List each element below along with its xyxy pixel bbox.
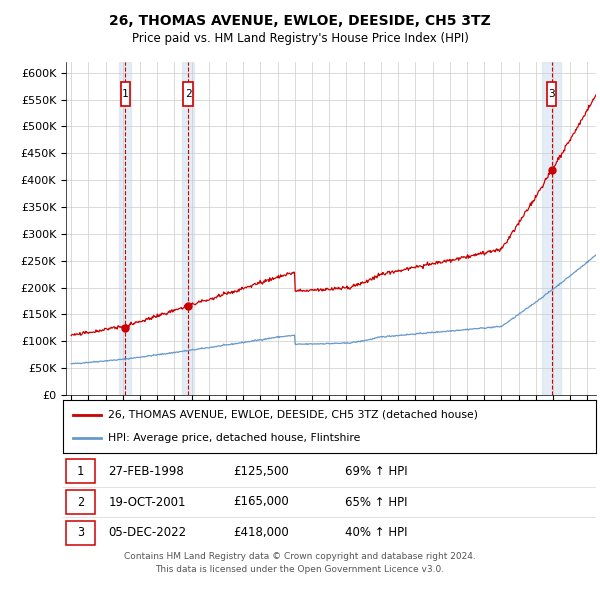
Text: 65% ↑ HPI: 65% ↑ HPI [346,496,408,509]
Text: 40% ↑ HPI: 40% ↑ HPI [346,526,408,539]
Text: £165,000: £165,000 [233,496,289,509]
Text: 26, THOMAS AVENUE, EWLOE, DEESIDE, CH5 3TZ: 26, THOMAS AVENUE, EWLOE, DEESIDE, CH5 3… [109,14,491,28]
Bar [182,62,194,395]
Text: 69% ↑ HPI: 69% ↑ HPI [346,465,408,478]
Text: HPI: Average price, detached house, Flintshire: HPI: Average price, detached house, Flin… [109,433,361,443]
FancyBboxPatch shape [65,460,95,483]
Text: 27-FEB-1998: 27-FEB-1998 [109,465,184,478]
Bar [119,62,131,395]
Text: 3: 3 [548,89,555,99]
Text: Contains HM Land Registry data © Crown copyright and database right 2024.
This d: Contains HM Land Registry data © Crown c… [124,552,476,573]
Bar [542,62,561,395]
Text: 2: 2 [77,496,84,509]
Text: 1: 1 [122,89,129,99]
Text: £418,000: £418,000 [233,526,289,539]
Text: 1: 1 [77,465,84,478]
FancyBboxPatch shape [65,490,95,514]
Text: 19-OCT-2001: 19-OCT-2001 [109,496,186,509]
FancyBboxPatch shape [184,83,193,106]
Text: £125,500: £125,500 [233,465,289,478]
FancyBboxPatch shape [65,521,95,545]
Text: Price paid vs. HM Land Registry's House Price Index (HPI): Price paid vs. HM Land Registry's House … [131,32,469,45]
FancyBboxPatch shape [121,83,130,106]
Text: 2: 2 [185,89,191,99]
Text: 3: 3 [77,526,84,539]
Text: 26, THOMAS AVENUE, EWLOE, DEESIDE, CH5 3TZ (detached house): 26, THOMAS AVENUE, EWLOE, DEESIDE, CH5 3… [109,410,478,420]
FancyBboxPatch shape [547,83,556,106]
Text: 05-DEC-2022: 05-DEC-2022 [109,526,187,539]
